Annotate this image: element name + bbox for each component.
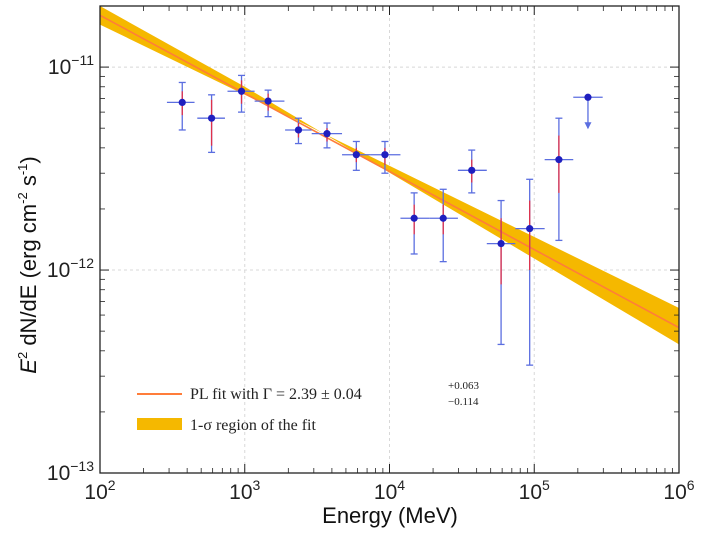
data-point-8 (370, 140, 401, 174)
legend-band-swatch (137, 418, 182, 430)
data-marker (323, 130, 331, 138)
data-marker (237, 87, 246, 95)
data-marker (468, 166, 476, 174)
grid-lines (99, 6, 680, 474)
data-point-3 (227, 74, 255, 113)
x-tick-label: 105 (519, 477, 550, 504)
y-axis-label: E2 dN/dE (erg cm-2 s-1) (15, 156, 41, 373)
data-point-10 (429, 188, 458, 263)
upper-limit-arrow (584, 122, 592, 130)
data-marker (439, 214, 447, 222)
data-marker (410, 214, 418, 222)
data-point-12 (486, 199, 516, 346)
data-marker (497, 239, 505, 248)
data-point-9 (400, 192, 430, 255)
x-tick-label: 106 (663, 477, 694, 504)
y-tick-label: 10−12 (47, 255, 94, 282)
x-tick-label: 103 (229, 477, 260, 504)
legend-fit-error-upper: +0.063 (448, 380, 479, 392)
data-marker (526, 225, 534, 233)
data-marker (294, 126, 303, 134)
data-marker (264, 97, 272, 105)
y-tick-label: 10−11 (48, 52, 94, 79)
data-point-13 (515, 178, 545, 366)
data-marker (584, 93, 592, 101)
data-point-14 (544, 117, 574, 242)
data-point-2 (197, 94, 225, 154)
data-point-1 (166, 81, 195, 131)
x-tick-label: 102 (84, 477, 115, 504)
legend: PL fit with Γ = 2.39 ± 0.04 +0.063 −0.11… (137, 380, 479, 434)
data-point-15 (573, 93, 603, 130)
data-points (166, 74, 603, 366)
data-point-7 (342, 140, 371, 171)
data-point-5 (285, 117, 312, 145)
data-point-6 (311, 122, 343, 149)
legend-fit-error-lower: −0.114 (448, 396, 479, 408)
x-tick-label: 104 (374, 477, 405, 504)
axis-ticks (99, 5, 680, 474)
fit-line (100, 14, 679, 329)
x-tick-labels: 102 103 104 105 106 (84, 477, 694, 504)
data-marker (555, 156, 563, 164)
data-marker (352, 151, 360, 159)
data-marker (381, 151, 389, 159)
legend-band-label: 1-σ region of the fit (190, 417, 316, 434)
y-tick-labels: 10−13 10−12 10−11 (47, 52, 94, 485)
y-tick-label: 10−13 (47, 458, 94, 485)
data-point-11 (457, 149, 487, 194)
legend-fit-label: PL fit with Γ = 2.39 ± 0.04 (190, 386, 362, 403)
data-point-4 (254, 89, 285, 118)
x-axis-label: Energy (MeV) (322, 503, 458, 528)
data-marker (178, 98, 186, 106)
data-marker (207, 114, 216, 122)
